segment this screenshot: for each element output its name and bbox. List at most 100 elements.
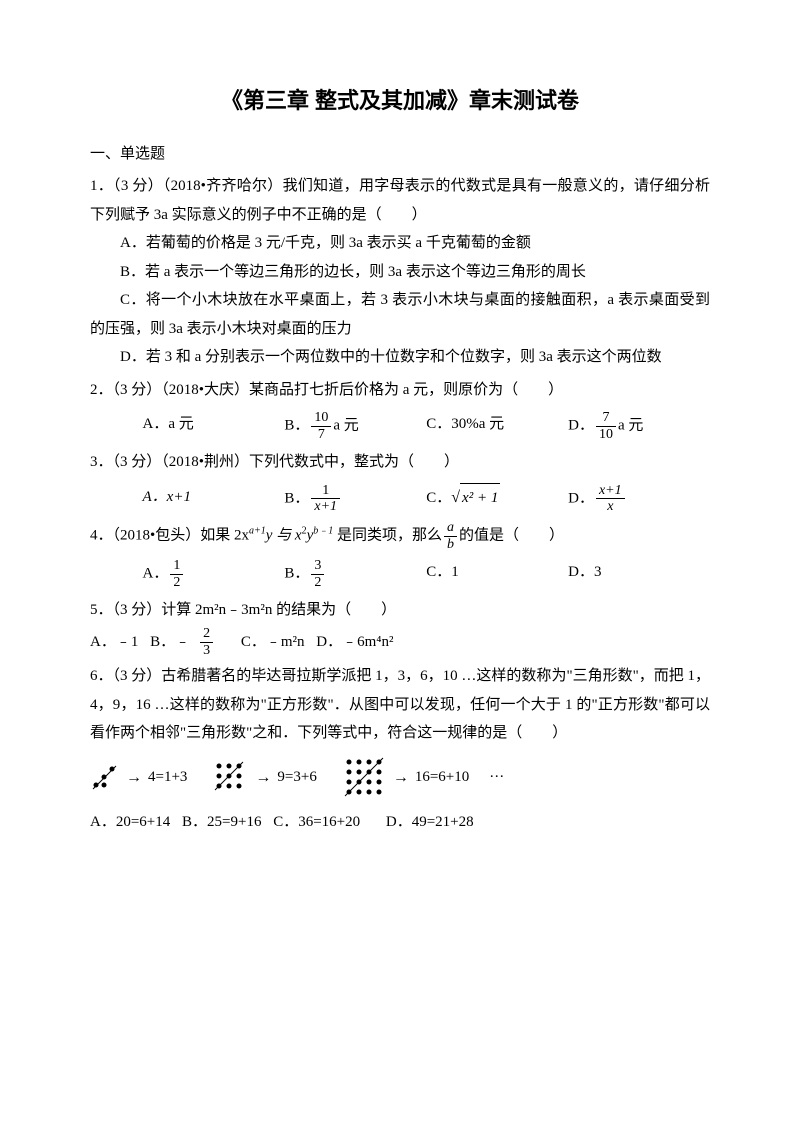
frac-den: 10: [596, 427, 616, 442]
q3-option-d: D．x+1x: [568, 483, 710, 515]
q2-option-a: A．a 元: [143, 410, 285, 442]
page-title: 《第三章 整式及其加减》章末测试卷: [90, 80, 710, 122]
q4-mid3: 是同类项，那么: [333, 528, 442, 544]
q1-option-d: D．若 3 和 a 分别表示一个两位数中的十位数字和个位数字，则 3a 表示这个…: [90, 343, 710, 372]
fraction-icon: 23: [200, 626, 221, 658]
frac-num: 3: [311, 558, 324, 574]
frac-num: a: [444, 520, 457, 536]
dots-icon: [90, 763, 120, 793]
q4-option-a: A．12: [143, 558, 285, 590]
q3-options: A．x+1 B．1x+1 C．x² + 1 D．x+1x: [90, 483, 710, 515]
q6-option-d: D．49=21+28: [386, 814, 474, 830]
q4-stem: 4．（2018•包头）如果 2xa+1y 与 x2yb﹣1 是同类项，那么ab的…: [90, 520, 710, 552]
q4-sup3: b﹣1: [313, 526, 333, 537]
q3-option-a: A．x+1: [143, 483, 285, 515]
q3-b-prefix: B．: [284, 490, 309, 506]
q5-option-c: C．﹣m²n: [241, 634, 305, 650]
q1-stem: 1．（3 分）（2018•齐齐哈尔）我们知道，用字母表示的代数式是具有一般意义的…: [90, 172, 710, 229]
dots-icon: [343, 756, 387, 800]
q6-diagram: → 4=1+3 → 9=3+6 → 16=6+10: [90, 756, 710, 800]
frac-den: 3: [200, 643, 213, 658]
q3-a-text: A．x+1: [143, 489, 191, 505]
frac-num: 2: [200, 626, 213, 642]
frac-den: 7: [311, 427, 331, 442]
sqrt-body: x² + 1: [460, 483, 500, 513]
arrow-icon: →: [126, 763, 142, 793]
fraction-icon: ab: [444, 520, 457, 552]
q5-option-a: A．﹣1: [90, 634, 138, 650]
q2-option-c: C．30%a 元: [426, 410, 568, 442]
q6-stem: 6．（3 分）古希腊著名的毕达哥拉斯学派把 1，3，6，10 …这样的数称为"三…: [90, 662, 710, 748]
q2-d-prefix: D．: [568, 418, 594, 434]
eq1: 4=1+3: [148, 763, 187, 792]
eq2: 9=3+6: [277, 763, 316, 792]
diagram-group-2: → 9=3+6: [213, 760, 316, 796]
q5-b-prefix: B．﹣: [150, 634, 190, 650]
q3-stem: 3．（3 分）（2018•荆州）下列代数式中，整式为（ ）: [90, 448, 710, 477]
q6-option-a: A．20=6+14: [90, 814, 170, 830]
eq3: 16=6+10: [415, 763, 469, 792]
question-6: 6．（3 分）古希腊著名的毕达哥拉斯学派把 1，3，6，10 …这样的数称为"三…: [90, 662, 710, 836]
question-2: 2．（3 分）（2018•大庆）某商品打七折后价格为 a 元，则原价为（ ） A…: [90, 376, 710, 442]
fraction-icon: 107: [311, 410, 331, 442]
q3-d-prefix: D．: [568, 490, 594, 506]
diagram-group-1: → 4=1+3: [90, 763, 187, 793]
frac-num: 7: [596, 410, 616, 426]
frac-den: 2: [170, 575, 183, 590]
frac-num: 10: [311, 410, 331, 426]
q6-option-c: C．36=16+20: [273, 814, 360, 830]
q4-option-c: C．1: [426, 558, 568, 590]
frac-num: x+1: [596, 483, 625, 499]
q4-option-b: B．32: [284, 558, 426, 590]
q4-b-prefix: B．: [284, 565, 309, 581]
q3-option-c: C． x² + 1: [426, 483, 568, 515]
question-5: 5．（3 分）计算 2m²n﹣3m²n 的结果为（ ） A．﹣1 B．﹣23 C…: [90, 596, 710, 658]
q4-mid1: y 与 x: [266, 528, 302, 544]
q5-option-b: B．﹣23: [150, 634, 229, 650]
q2-option-b: B．107a 元: [284, 410, 426, 442]
frac-num: 1: [311, 483, 340, 499]
q2-b-suffix: a 元: [333, 418, 358, 434]
question-4: 4．（2018•包头）如果 2xa+1y 与 x2yb﹣1 是同类项，那么ab的…: [90, 520, 710, 590]
q2-b-prefix: B．: [284, 418, 309, 434]
q5-stem: 5．（3 分）计算 2m²n﹣3m²n 的结果为（ ）: [90, 596, 710, 625]
frac-den: 2: [311, 575, 324, 590]
frac-den: x+1: [311, 499, 340, 514]
q4-options: A．12 B．32 C．1 D．3: [90, 558, 710, 590]
fraction-icon: x+1x: [596, 483, 625, 515]
fraction-icon: 1x+1: [311, 483, 340, 515]
fraction-icon: 32: [311, 558, 324, 590]
ellipsis: ···: [489, 763, 504, 792]
fraction-icon: 710: [596, 410, 616, 442]
q6-option-b: B．25=9+16: [182, 814, 261, 830]
q1-option-c: C．将一个小木块放在水平桌面上，若 3 表示小木块与桌面的接触面积，a 表示桌面…: [90, 286, 710, 343]
frac-num: 1: [170, 558, 183, 574]
frac-den: x: [596, 499, 625, 514]
q4-post: 的值是（ ）: [459, 528, 564, 544]
q5-option-d: D．﹣6m⁴n²: [316, 634, 393, 650]
q6-options: A．20=6+14 B．25=9+16 C．36=16+20 D．49=21+2…: [90, 808, 710, 837]
q3-c-prefix: C．: [426, 490, 451, 506]
dots-icon: [213, 760, 249, 796]
question-1: 1．（3 分）（2018•齐齐哈尔）我们知道，用字母表示的代数式是具有一般意义的…: [90, 172, 710, 372]
q4-pre: 4．（2018•包头）如果 2x: [90, 528, 249, 544]
q4-a-prefix: A．: [143, 565, 169, 581]
q2-option-d: D．710a 元: [568, 410, 710, 442]
q3-option-b: B．1x+1: [284, 483, 426, 515]
diagram-group-3: → 16=6+10: [343, 756, 469, 800]
fraction-icon: 12: [170, 558, 183, 590]
arrow-icon: →: [255, 763, 271, 793]
sqrt-icon: x² + 1: [451, 483, 500, 513]
section-header: 一、单选题: [90, 140, 710, 169]
q4-sup1: a+1: [249, 526, 266, 537]
q1-option-a: A．若葡萄的价格是 3 元/千克，则 3a 表示买 a 千克葡萄的金额: [90, 229, 710, 258]
q2-d-suffix: a 元: [618, 418, 643, 434]
q1-option-b: B．若 a 表示一个等边三角形的边长，则 3a 表示这个等边三角形的周长: [90, 258, 710, 287]
q4-option-d: D．3: [568, 558, 710, 590]
arrow-icon: →: [393, 763, 409, 793]
q2-stem: 2．（3 分）（2018•大庆）某商品打七折后价格为 a 元，则原价为（ ）: [90, 376, 710, 405]
q2-options: A．a 元 B．107a 元 C．30%a 元 D．710a 元: [90, 410, 710, 442]
q5-options: A．﹣1 B．﹣23 C．﹣m²n D．﹣6m⁴n²: [90, 626, 710, 658]
question-3: 3．（3 分）（2018•荆州）下列代数式中，整式为（ ） A．x+1 B．1x…: [90, 448, 710, 514]
frac-den: b: [444, 537, 457, 552]
